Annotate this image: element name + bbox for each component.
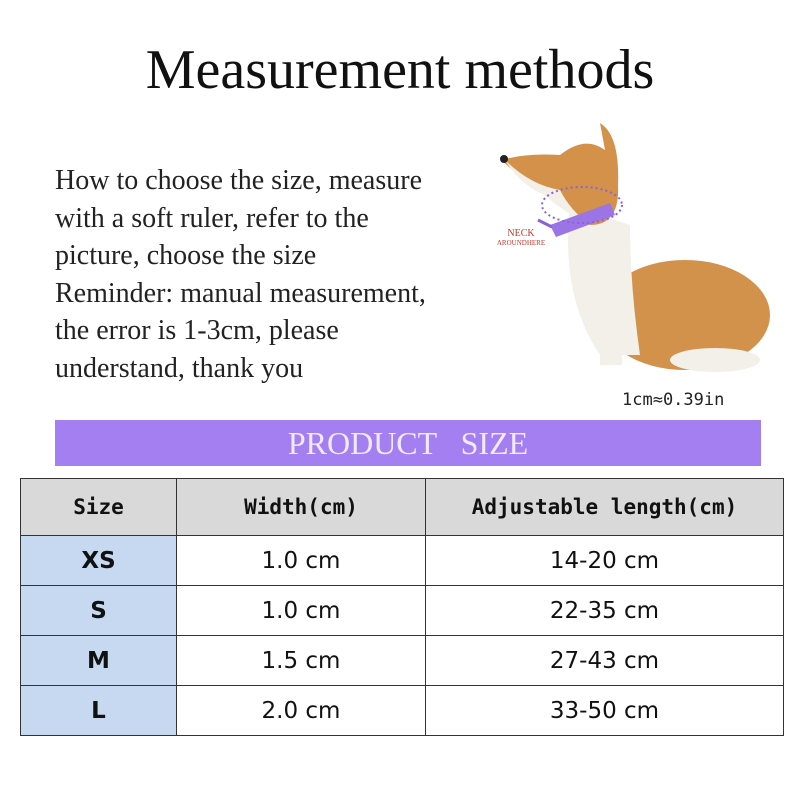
table-cell: 33-50 cm [425, 685, 784, 736]
dog-head [502, 123, 619, 225]
instruction-line: How to choose the size, measure [55, 165, 422, 196]
table-row: L 2.0 cm 33-50 cm [20, 685, 784, 736]
table-row: M 1.5 cm 27-43 cm [20, 635, 784, 686]
dog-nose [500, 155, 508, 163]
instruction-line: with a soft ruler, refer to the [55, 202, 369, 234]
title: Measurement methods [145, 39, 655, 101]
header-cell: Width(cm) [176, 478, 426, 536]
table-row: S 1.0 cm 22-35 cm [20, 585, 784, 636]
table-cell: 1.0 cm [176, 585, 426, 636]
size-table: Size Width(cm) Adjustable length(cm) XS 1.0 … [20, 478, 784, 736]
dog-body [600, 260, 770, 370]
collar [550, 203, 615, 237]
neck-label: AROUNDHERE [497, 239, 545, 247]
instruction-line: understand, thank you [55, 352, 304, 384]
header-row: Size Width(cm) Adjustable length(cm) [20, 478, 784, 536]
arrow [537, 218, 553, 229]
table-cell: 14-20 cm [425, 535, 784, 586]
table-cell: XS [20, 535, 177, 586]
dog-illustration: NECK AROUNDHERE [497, 123, 770, 372]
dog-paw [670, 348, 760, 372]
table-cell: 22-35 cm [425, 585, 784, 636]
dog-leg [600, 315, 622, 365]
table-cell: 2.0 cm [176, 685, 426, 736]
table-cell: L [20, 685, 177, 736]
header-cell: Adjustable length(cm) [425, 478, 784, 536]
table-cell: 27-43 cm [425, 635, 784, 686]
instruction-line: the error is 1-3cm, please [55, 315, 339, 346]
unit-conversion: 1cm≈0.39in [622, 390, 725, 410]
table-cell: 1.0 cm [176, 535, 426, 586]
table-cell: 1.5 cm [176, 635, 426, 686]
instruction-line: Reminder: manual measurement, [55, 277, 426, 309]
table-cell: S [20, 585, 177, 636]
banner: PRODUCT SIZE [55, 420, 761, 466]
neck-label: NECK [507, 228, 535, 239]
dog-muzzle [505, 160, 590, 225]
table-cell: M [20, 635, 177, 686]
header-cell: Size [20, 478, 177, 536]
table-row: XS 1.0 cm 14-20 cm [20, 535, 784, 586]
neck-guide [541, 186, 623, 224]
instruction-line: picture, choose the size [55, 240, 317, 271]
